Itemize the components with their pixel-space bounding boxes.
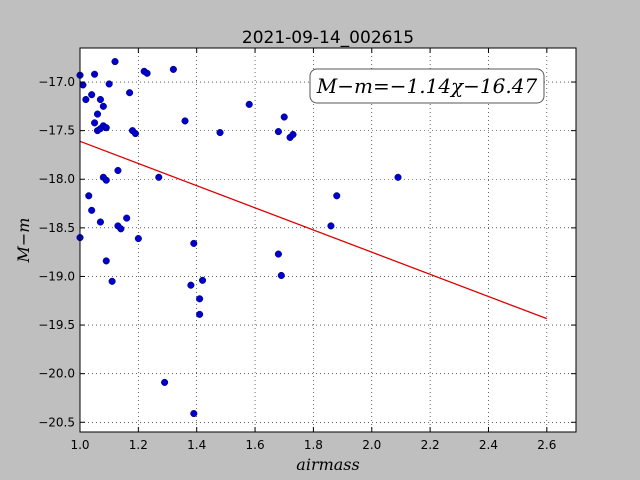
x-axis-label: airmass <box>296 455 359 474</box>
y-axis-ticks: −17.0 −17.5 −18.0 −18.5 −19.0 −19.5 −20.0 −20.5 <box>38 75 576 429</box>
data-point <box>169 65 177 73</box>
data-point <box>161 378 169 386</box>
x-axis-ticks: 1.0 1.2 1.4 1.6 1.8 2.0 2.2 2.4 2.6 <box>70 48 556 452</box>
y-tick-label: −17.5 <box>38 124 75 138</box>
fit-line <box>79 140 548 320</box>
x-tick-label: 2.4 <box>479 438 498 452</box>
data-point <box>88 91 96 99</box>
data-point <box>114 166 122 175</box>
chart-title: 2021-09-14_002615 <box>242 28 414 48</box>
data-point <box>143 69 151 77</box>
data-point <box>190 239 198 247</box>
data-point <box>289 130 297 139</box>
x-tick-label: 2.6 <box>537 438 556 452</box>
data-point <box>88 206 96 214</box>
data-point <box>91 70 99 78</box>
equation-box: M−m=−1.14χ−16.47 <box>309 68 545 104</box>
data-point <box>280 113 288 121</box>
x-tick-label: 1.0 <box>70 438 89 452</box>
data-point <box>187 281 195 289</box>
data-point <box>274 250 282 258</box>
data-point <box>102 257 110 265</box>
data-point <box>327 222 335 230</box>
data-point <box>111 58 119 66</box>
y-tick-label: −19.5 <box>38 318 75 332</box>
data-point <box>333 192 341 200</box>
data-point <box>126 89 134 97</box>
fit-line-group <box>79 140 548 320</box>
data-point <box>134 234 142 243</box>
data-point <box>198 276 207 284</box>
equation-text: M−m=−1.14χ−16.47 <box>316 74 538 98</box>
x-tick-label: 2.0 <box>362 438 381 452</box>
y-tick-label: −17.0 <box>38 75 75 89</box>
x-tick-label: 1.6 <box>246 438 265 452</box>
data-point <box>79 81 87 89</box>
data-point <box>91 119 99 127</box>
data-point <box>131 129 139 138</box>
data-point <box>216 129 224 137</box>
data-point <box>155 173 163 181</box>
data-point <box>245 100 253 108</box>
plot-frame <box>79 47 577 433</box>
data-point <box>102 176 110 184</box>
data-point <box>82 95 90 104</box>
data-point <box>85 192 93 200</box>
y-tick-label: −20.0 <box>38 367 75 381</box>
data-point <box>196 295 204 303</box>
data-point <box>123 214 131 222</box>
y-axis-label: M−m <box>14 218 33 264</box>
data-point <box>105 80 113 88</box>
x-tick-label: 2.2 <box>421 438 440 452</box>
data-point <box>274 128 282 136</box>
data-point <box>93 110 102 118</box>
data-points <box>76 58 402 418</box>
data-point <box>99 102 107 110</box>
x-tick-label: 1.4 <box>187 438 206 452</box>
data-point <box>96 95 104 104</box>
data-point <box>181 117 189 125</box>
y-tick-label: −18.0 <box>38 172 75 186</box>
data-point <box>96 218 104 226</box>
y-tick-label: −20.5 <box>38 415 75 429</box>
data-point <box>196 310 204 318</box>
data-point <box>102 124 110 132</box>
x-tick-label: 1.8 <box>304 438 323 452</box>
data-point <box>277 271 285 280</box>
y-tick-label: −19.0 <box>38 269 75 283</box>
plot-area <box>80 48 576 432</box>
data-point <box>190 409 198 418</box>
y-tick-label: −18.5 <box>38 221 75 235</box>
data-point <box>108 277 116 285</box>
data-point <box>394 173 402 181</box>
x-tick-label: 1.2 <box>129 438 148 452</box>
data-point <box>117 225 125 233</box>
